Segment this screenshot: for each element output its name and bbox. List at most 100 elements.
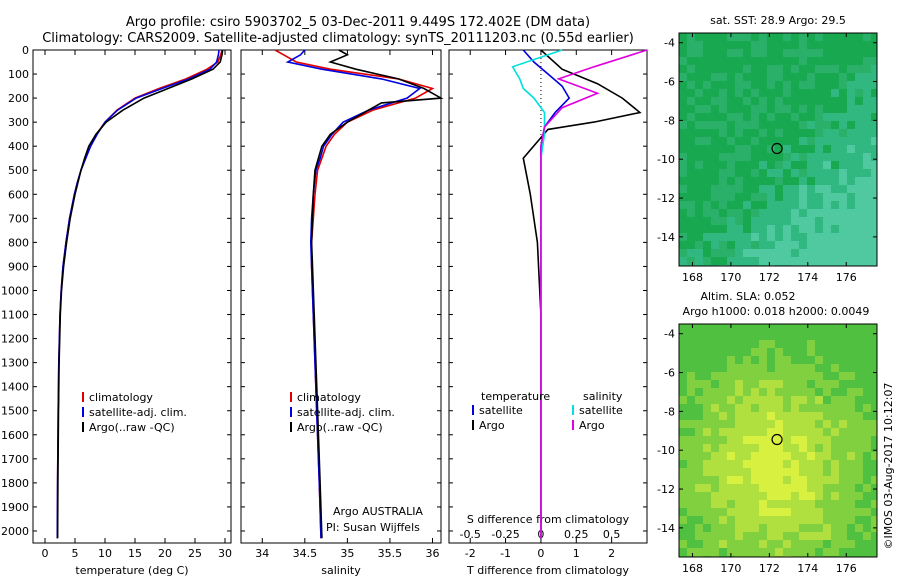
map-sst-cell xyxy=(799,73,807,81)
map-sla-cell xyxy=(703,332,711,340)
map-sla-cell xyxy=(727,436,735,444)
map-sla-cell xyxy=(839,516,847,524)
map-sla-cell xyxy=(799,428,807,436)
depth-tick-label: 700 xyxy=(8,212,29,225)
map-sla-cell xyxy=(815,460,823,468)
map-sla-cell xyxy=(727,348,735,356)
map-sla-cell xyxy=(727,428,735,436)
map-sla-cell xyxy=(783,484,791,492)
map-sla-cell xyxy=(855,476,863,484)
map-sst-cell xyxy=(695,249,703,257)
map-sst-lat-label: -12 xyxy=(657,192,675,205)
map-sst-cell xyxy=(847,97,855,105)
map-sst-cell xyxy=(839,65,847,73)
map-sla-cell xyxy=(783,444,791,452)
map-sst-cell xyxy=(799,81,807,89)
map-sla-cell xyxy=(695,516,703,524)
map-sla-cell xyxy=(759,540,767,548)
map-sst-cell xyxy=(735,169,743,177)
map-sla-cell xyxy=(799,532,807,540)
map-sst-cell xyxy=(847,57,855,65)
map-sst-cell xyxy=(759,113,767,121)
map-sst-cell xyxy=(831,201,839,209)
map-sla-cell xyxy=(719,468,727,476)
map-sst-cell xyxy=(767,137,775,145)
map-sla-cell xyxy=(823,460,831,468)
map-sla-cell xyxy=(831,492,839,500)
map-sla-cell xyxy=(743,324,751,332)
map-sla-cell xyxy=(815,452,823,460)
map-sla-cell xyxy=(855,492,863,500)
map-sla-cell xyxy=(727,364,735,372)
map-sst-cell xyxy=(711,249,719,257)
map-sst-cell xyxy=(775,201,783,209)
map-sla-cell xyxy=(719,364,727,372)
map-sla-cell xyxy=(831,484,839,492)
map-sst-cell xyxy=(711,217,719,225)
map-sst-lon-label: 176 xyxy=(836,271,857,284)
s-difference-tick-label: 0.5 xyxy=(603,528,621,541)
map-sla-cell xyxy=(831,444,839,452)
map-sla-cell xyxy=(759,428,767,436)
map-sst-cell xyxy=(759,217,767,225)
map-sst-cell xyxy=(767,73,775,81)
map-sla-cell xyxy=(703,492,711,500)
map-sla-cell xyxy=(863,524,871,532)
map-sla-cell xyxy=(687,428,695,436)
map-sla-cell xyxy=(759,324,767,332)
map-sla-cell xyxy=(719,420,727,428)
map-sst-cell xyxy=(783,169,791,177)
map-sst-cell xyxy=(855,65,863,73)
depth-tick-label: 600 xyxy=(8,188,29,201)
map-sst-cell xyxy=(815,225,823,233)
map-sla-cell xyxy=(751,452,759,460)
map-sst-cell xyxy=(767,33,775,41)
map-sla-cell xyxy=(807,372,815,380)
map-sst-cell xyxy=(863,145,871,153)
map-sst-cell xyxy=(863,241,871,249)
map-sla-cell xyxy=(783,388,791,396)
map-sla-cell xyxy=(719,332,727,340)
map-sla-cell xyxy=(791,380,799,388)
map-sla-cell xyxy=(855,412,863,420)
map-sst-cell xyxy=(703,57,711,65)
map-sla-cell xyxy=(751,364,759,372)
map-sst-cell xyxy=(799,33,807,41)
map-sla-cell xyxy=(823,532,831,540)
map-sst-cell xyxy=(871,193,877,201)
map-sla-cell xyxy=(799,324,807,332)
map-sla-cell xyxy=(871,332,877,340)
map-sla-cell xyxy=(679,428,687,436)
map-sla-cell xyxy=(759,508,767,516)
map-sst-lat-label: -4 xyxy=(664,37,675,50)
map-sst-cell xyxy=(871,89,877,97)
map-sst-cell xyxy=(815,153,823,161)
map-sla-cell xyxy=(711,524,719,532)
map-sla-cell xyxy=(823,348,831,356)
map-sla-cell xyxy=(735,364,743,372)
map-sla-cell xyxy=(855,380,863,388)
map-sst-cell xyxy=(855,225,863,233)
map-sst-cell xyxy=(839,217,847,225)
map-sla-cell xyxy=(751,404,759,412)
map-sst-cell xyxy=(687,81,695,89)
map-sst-cell xyxy=(783,241,791,249)
map-sla-cell xyxy=(687,372,695,380)
map-sla-cell xyxy=(839,420,847,428)
map-sla-cell xyxy=(727,340,735,348)
map-sst-cell xyxy=(703,145,711,153)
map-sst-cell xyxy=(775,161,783,169)
map-sla-cell xyxy=(847,388,855,396)
map-sla-cell xyxy=(711,332,719,340)
map-sla-lon-label: 170 xyxy=(720,562,741,575)
map-sla-cell xyxy=(703,500,711,508)
map-sst-cell xyxy=(799,137,807,145)
map-sla-cell xyxy=(727,404,735,412)
map-sst-cell xyxy=(695,145,703,153)
map-sla-cell xyxy=(775,356,783,364)
map-sst-cell xyxy=(847,169,855,177)
map-sst-cell xyxy=(711,57,719,65)
map-sst-cell xyxy=(831,145,839,153)
map-sla-cell xyxy=(839,364,847,372)
map-sla-cell xyxy=(735,516,743,524)
